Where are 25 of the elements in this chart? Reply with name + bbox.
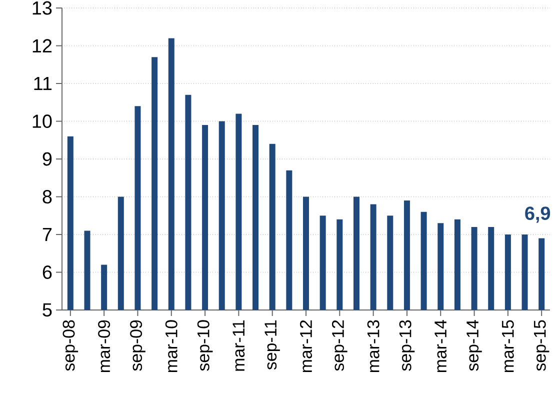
y-tick-label: 6 — [42, 266, 52, 279]
x-tick-label: mar-14 — [434, 320, 447, 372]
x-tick-label: mar-11 — [232, 320, 245, 371]
y-tick-label: 11 — [34, 76, 52, 90]
x-tick-label: mar-10 — [165, 320, 178, 372]
x-tick-label: sep-15 — [534, 320, 550, 371]
y-tick-label: 5 — [42, 303, 52, 317]
y-tick-label: 10 — [32, 114, 52, 128]
y-tick-label: 8 — [42, 190, 52, 204]
y-tick-label: 7 — [42, 228, 52, 242]
x-tick-label: sep-12 — [332, 320, 348, 371]
x-tick-label: mar-09 — [98, 320, 110, 372]
x-tick-label: sep-14 — [466, 320, 482, 371]
x-tick-label: sep-10 — [197, 320, 213, 371]
x-tick-label: mar-12 — [300, 320, 312, 372]
x-tick-label: mar-15 — [502, 320, 514, 372]
x-tick-label: sep-09 — [130, 320, 146, 371]
y-tick-label: 13 — [32, 1, 52, 15]
y-tick-label: 9 — [42, 152, 52, 166]
x-tick-label: sep-11 — [264, 320, 280, 370]
y-tick-label: 12 — [32, 39, 52, 52]
data-label: 6,9 — [525, 206, 550, 223]
x-tick-label: mar-13 — [367, 320, 380, 372]
x-tick-label: sep-08 — [62, 320, 78, 371]
x-tick-label: sep-13 — [399, 320, 415, 371]
